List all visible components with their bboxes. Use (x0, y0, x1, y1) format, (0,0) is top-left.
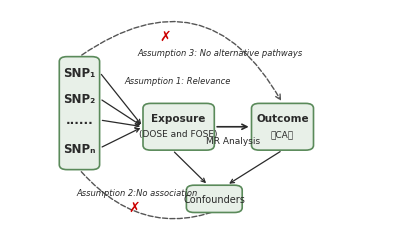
Text: SNPₙ: SNPₙ (63, 142, 96, 155)
FancyBboxPatch shape (252, 104, 314, 150)
Text: ......: ...... (66, 114, 93, 127)
Text: MR Analysis: MR Analysis (206, 136, 260, 145)
FancyBboxPatch shape (186, 185, 242, 213)
FancyArrowPatch shape (82, 22, 280, 100)
Text: ✗: ✗ (128, 200, 140, 214)
Text: (DOSE and FOSE): (DOSE and FOSE) (140, 130, 218, 139)
Text: ✗: ✗ (159, 30, 170, 44)
Text: Assumption 3: No alternative pathways: Assumption 3: No alternative pathways (138, 49, 303, 58)
Text: SNP₁: SNP₁ (63, 67, 96, 79)
Text: Assumption 2:No association: Assumption 2:No association (76, 188, 198, 197)
Text: Outcome: Outcome (256, 114, 309, 123)
Text: Exposure: Exposure (152, 114, 206, 123)
Text: SNP₂: SNP₂ (63, 93, 96, 106)
Text: （CA）: （CA） (271, 130, 294, 139)
Text: Confounders: Confounders (183, 194, 245, 204)
Text: Assumption 1: Relevance: Assumption 1: Relevance (124, 76, 231, 85)
FancyArrowPatch shape (81, 172, 238, 219)
FancyBboxPatch shape (59, 57, 100, 170)
FancyBboxPatch shape (143, 104, 214, 150)
